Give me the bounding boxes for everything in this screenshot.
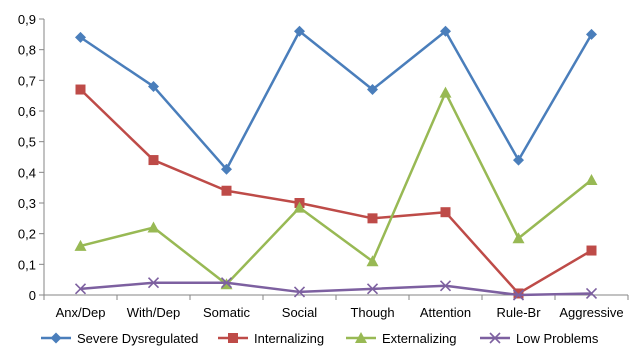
series-layer (74, 25, 598, 301)
data-point (440, 207, 451, 218)
legend-label: Internalizing (254, 331, 324, 346)
data-point (147, 277, 160, 289)
x-tick-label: Rule-Br (496, 305, 541, 320)
data-point (367, 84, 378, 96)
data-point (74, 239, 87, 251)
series-line (79, 30, 593, 171)
legend-item: Externalizing (346, 331, 456, 346)
data-point (512, 289, 525, 301)
data-point (221, 185, 232, 196)
data-point (367, 213, 378, 224)
legend-item: Low Problems (480, 331, 599, 346)
legend-marker (489, 332, 501, 344)
x-tick-label: Aggressive (559, 305, 623, 320)
data-point (221, 163, 232, 175)
series-externalizing (74, 86, 598, 290)
data-point (585, 287, 598, 300)
data-point (513, 154, 524, 166)
x-tick-label: Anx/Dep (56, 305, 106, 320)
data-point (585, 174, 598, 185)
y-tick-label: 0,8 (18, 43, 36, 58)
x-axis: Anx/Dep With/Dep Somatic Social Though Attent… (43, 294, 629, 320)
legend-marker (50, 332, 62, 344)
data-point (148, 155, 159, 166)
series-low-problems (74, 277, 598, 301)
series-severe-dysregulated (75, 25, 597, 175)
series-line (80, 91, 593, 286)
data-point (586, 245, 597, 256)
series-line (79, 88, 593, 295)
y-tick-label: 0,3 (18, 196, 36, 211)
data-point (366, 283, 379, 295)
data-point (586, 28, 597, 40)
legend: Severe Dysregulated Internalizing External… (41, 331, 599, 346)
legend-label: Externalizing (382, 331, 456, 346)
data-point (148, 80, 159, 92)
series-internalizing (75, 84, 597, 299)
data-point (439, 86, 452, 98)
data-point (366, 255, 379, 267)
legend-item: Internalizing (218, 331, 324, 346)
y-tick-label: 0 (29, 288, 36, 303)
legend-item: Severe Dysregulated (41, 331, 198, 346)
data-point (513, 288, 524, 299)
y-tick-label: 0,9 (18, 12, 36, 27)
data-point (75, 84, 86, 95)
y-tick-label: 0,6 (18, 104, 36, 119)
y-tick-label: 0,4 (18, 165, 36, 180)
y-tick-label: 0,7 (18, 73, 36, 88)
data-point (74, 283, 87, 295)
x-tick-label: Social (282, 305, 318, 320)
data-point (512, 232, 525, 244)
data-point (439, 280, 452, 292)
series-line (80, 281, 592, 297)
y-tick-label: 0,5 (18, 135, 36, 150)
legend-marker (228, 333, 238, 343)
data-point (220, 277, 233, 289)
legend-label: Severe Dysregulated (77, 331, 198, 346)
data-point (75, 31, 86, 43)
x-tick-label: Attention (420, 305, 471, 320)
data-point (294, 25, 305, 37)
data-point (293, 201, 306, 213)
legend-marker (355, 332, 367, 343)
x-tick-label: With/Dep (127, 305, 180, 320)
legend-label: Low Problems (516, 331, 599, 346)
data-point (147, 221, 160, 233)
x-tick-label: Somatic (203, 305, 250, 320)
x-tick-label: Though (350, 305, 394, 320)
data-point (440, 25, 451, 37)
y-tick-label: 0,2 (18, 227, 36, 242)
data-point (293, 286, 306, 298)
y-tick-label: 0,1 (18, 257, 36, 272)
y-axis: 0 0,1 0,2 0,3 0,4 0,5 0,6 0,7 0,8 0,9 (18, 12, 45, 303)
